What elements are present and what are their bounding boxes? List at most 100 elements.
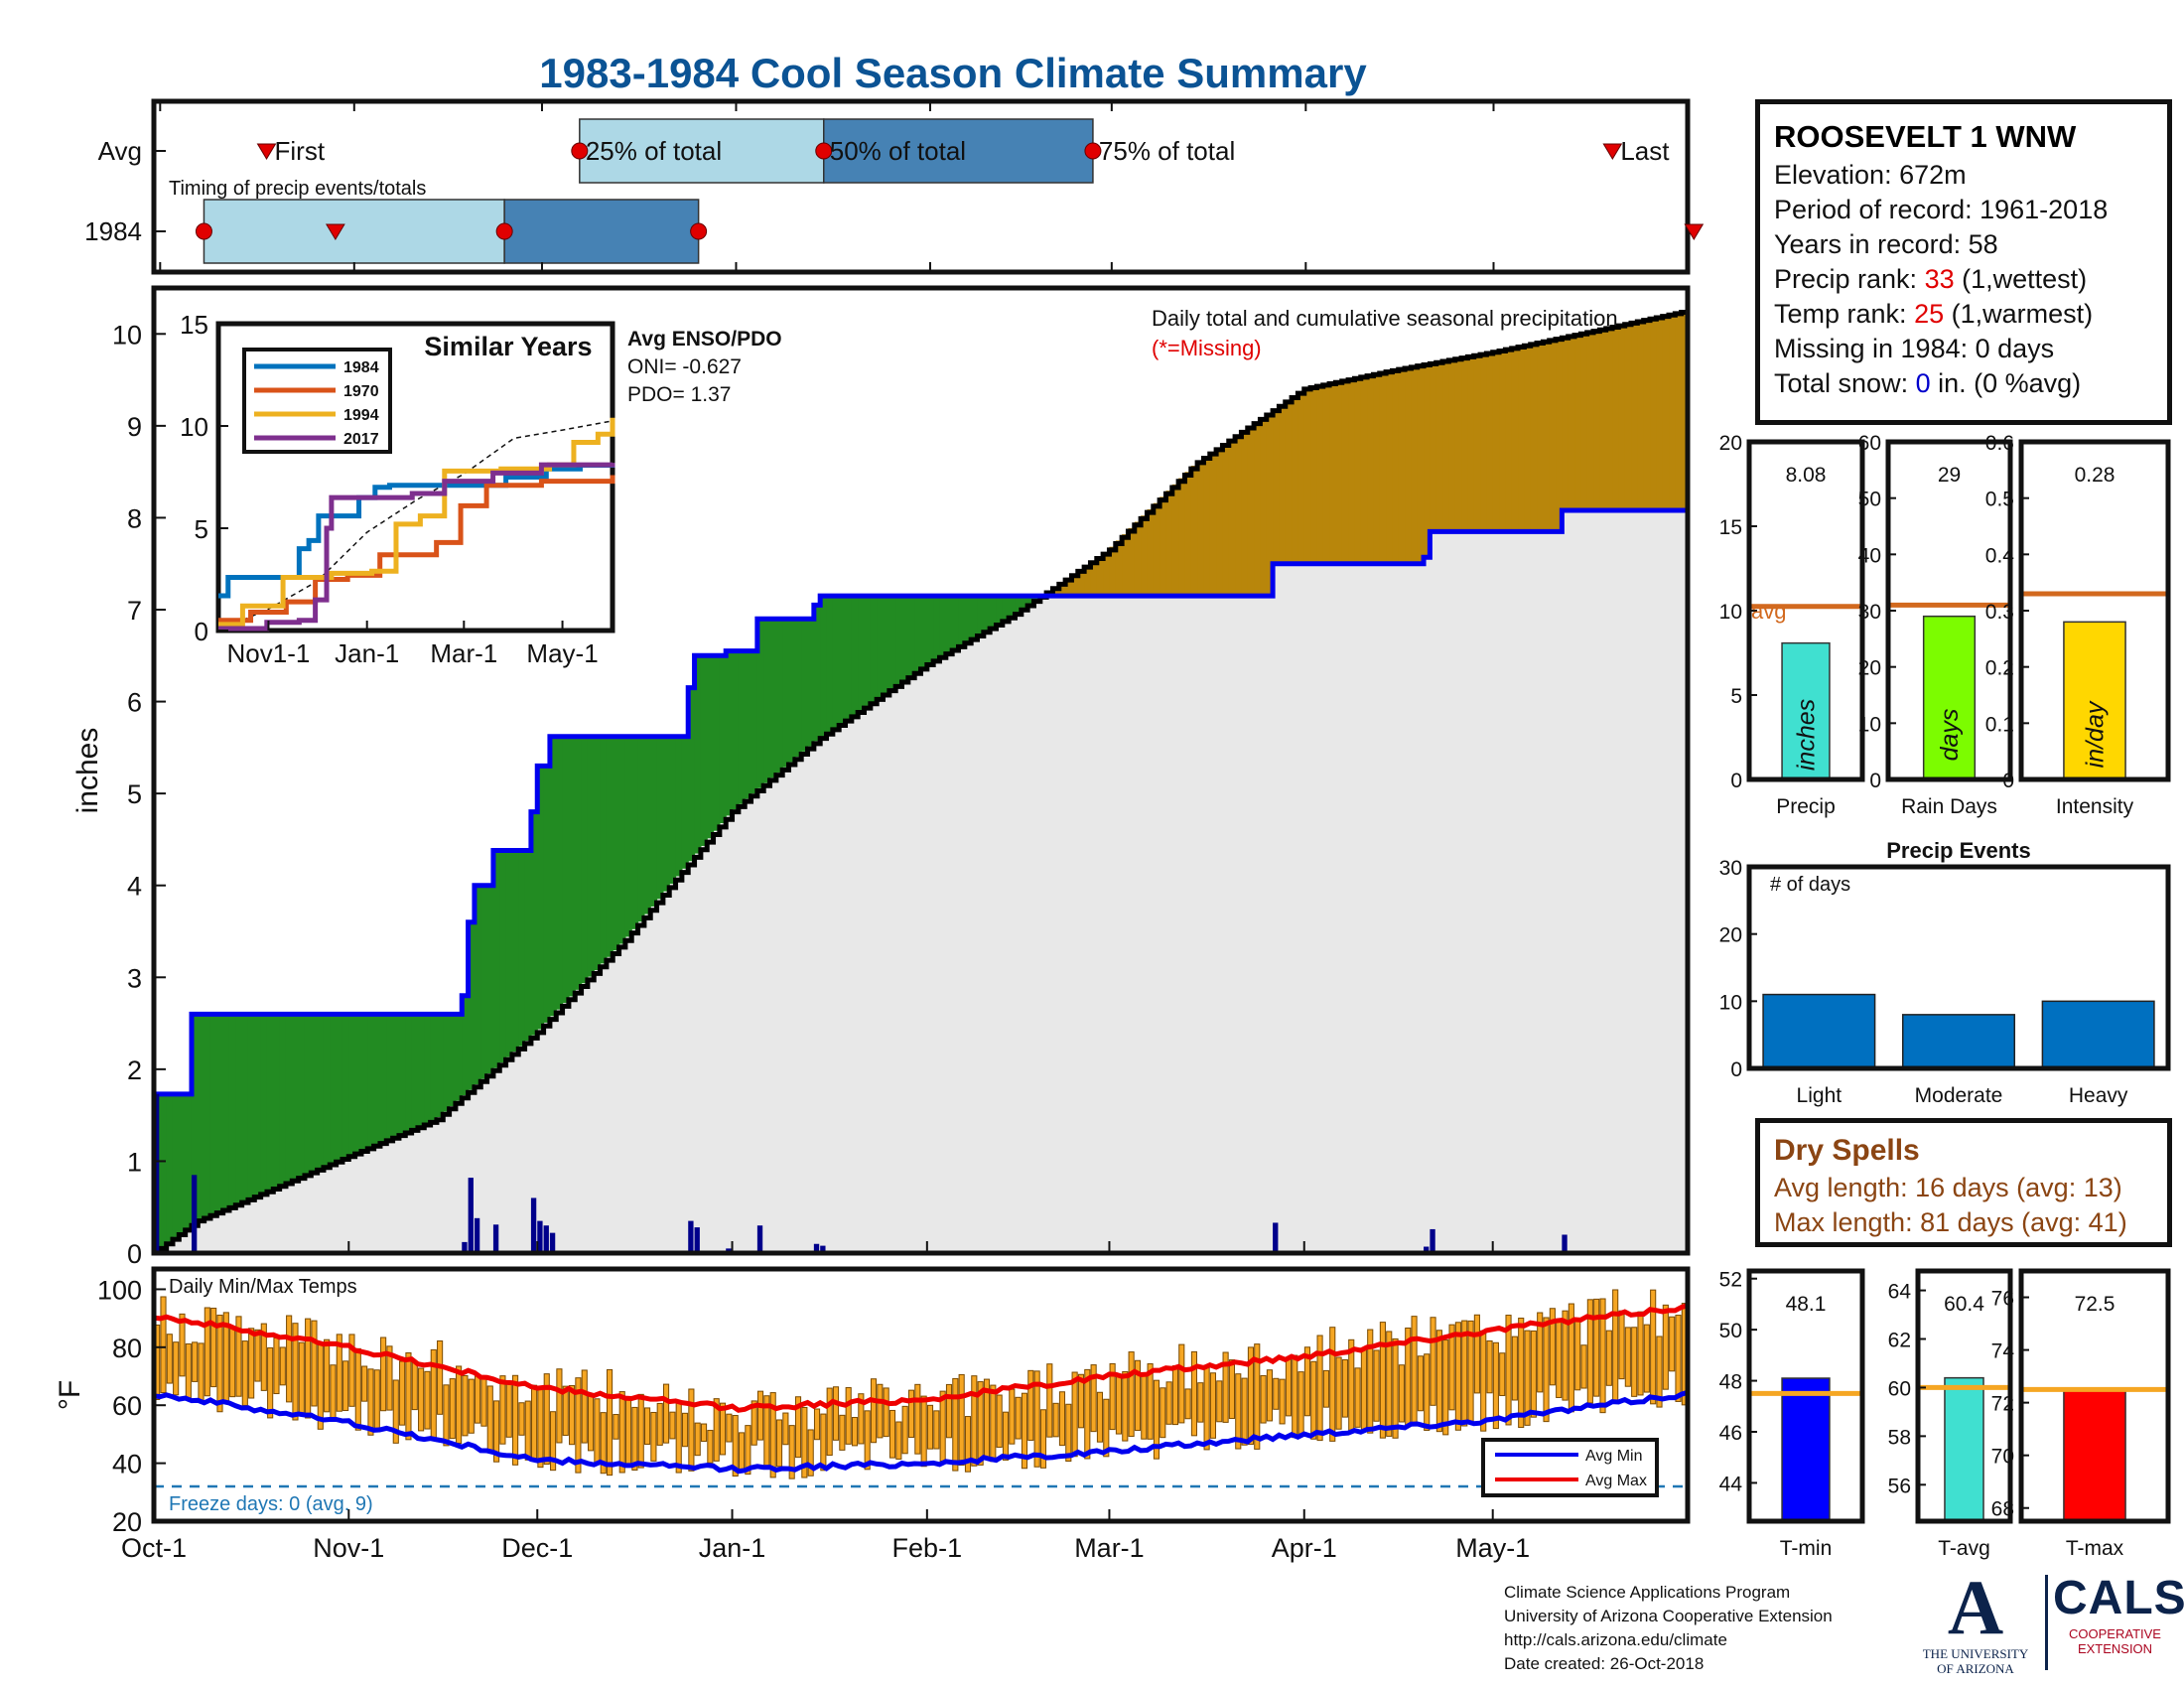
cum-deficit-bar	[1435, 361, 1443, 532]
panel-y-tick-label: 5	[1730, 685, 1742, 708]
cum-surplus-bar	[1021, 596, 1028, 609]
daily-temp-bar	[807, 1429, 814, 1477]
cum-surplus-bar	[436, 1014, 444, 1118]
cum-deficit-bar	[1467, 355, 1475, 532]
temps-y-tick-label: 60	[112, 1391, 142, 1421]
daily-temp-bar	[845, 1387, 852, 1445]
temps-y-tick-label: 20	[112, 1507, 142, 1537]
cum-surplus-bar	[260, 1014, 268, 1194]
daily-temp-bar	[486, 1385, 493, 1452]
panel-y-tick-label: 40	[1858, 544, 1881, 567]
cum-surplus-bar	[216, 1014, 224, 1212]
daily-temp-bar	[607, 1368, 614, 1477]
daily-temp-bar	[1077, 1373, 1085, 1429]
daily-temp-bar	[198, 1342, 205, 1401]
daily-temp-bar	[1122, 1370, 1129, 1442]
daily-temp-bar	[480, 1377, 487, 1427]
cum-deficit-bar	[1442, 360, 1449, 532]
daily-temp-bar	[185, 1342, 192, 1399]
daily-temp-bar	[1392, 1337, 1399, 1439]
cum-surplus-bar	[518, 850, 526, 1047]
cum-deficit-bar	[1216, 447, 1224, 597]
cum-deficit-bar	[1266, 412, 1274, 597]
temperature-bars: 44 46 48 50 52 48.1 T-min 56 58 60 62 64 60.4 T-avg68…	[1719, 1268, 2171, 1560]
cum-surplus-bar	[1015, 596, 1023, 613]
panel-y-tick-label: 50	[1858, 489, 1881, 511]
daily-temp-bar	[1128, 1351, 1135, 1438]
cum-surplus-bar	[480, 885, 488, 1079]
similar-y-tick-label: 0	[195, 617, 208, 646]
cum-deficit-bar	[1386, 370, 1393, 564]
cum-surplus-bar	[449, 1014, 457, 1107]
daily-temp-bar	[1543, 1317, 1550, 1423]
station-name: ROOSEVELT 1 WNW	[1774, 119, 2077, 154]
cum-y-tick-label: 9	[127, 412, 142, 442]
daily-temp-bar	[462, 1374, 469, 1437]
panel-category-label: T-avg	[1938, 1537, 1990, 1560]
cum-surplus-bar	[511, 850, 519, 1053]
panel-y-tick-label: 0.6	[1985, 432, 2014, 455]
daily-temp-bar	[298, 1341, 305, 1417]
panel-y-tick-label: 60	[1888, 1377, 1911, 1400]
daily-temp-bar	[1033, 1370, 1040, 1468]
precip-event-category: Moderate	[1915, 1084, 2003, 1107]
cum-deficit-bar	[1643, 319, 1651, 511]
timing-row-label: Avg	[98, 136, 142, 166]
daily-precip-bar	[1430, 1228, 1435, 1253]
daily-temp-bar	[1285, 1357, 1292, 1417]
similar-legend-label-1994: 1994	[343, 407, 379, 424]
avg-max-line	[153, 1303, 1689, 1413]
temps-title: Daily Min/Max Temps	[169, 1276, 357, 1298]
timing-bar-25-50	[579, 118, 825, 184]
cum-surplus-bar	[643, 736, 651, 914]
x-axis-date-label: Jan-1	[699, 1533, 766, 1563]
timing-chart: Avg First 25% of total 50% of total 75% of t…	[84, 98, 1705, 275]
daily-temp-bar	[1002, 1411, 1010, 1461]
cum-surplus-bar	[694, 655, 702, 854]
daily-precip-bar	[694, 1227, 700, 1253]
daily-temp-bar	[361, 1365, 368, 1402]
cum-surplus-bar	[738, 650, 746, 804]
daily-temp-bar	[1279, 1378, 1286, 1425]
cum-surplus-bar	[209, 1014, 217, 1214]
cum-deficit-bar	[1077, 569, 1085, 597]
cum-surplus-bar	[455, 1014, 463, 1101]
temps-y-tick-label: 100	[97, 1275, 142, 1305]
daily-temp-bar	[204, 1307, 210, 1397]
cum-deficit-bar	[1486, 352, 1494, 532]
cum-surplus-bar	[336, 1014, 343, 1161]
panel-avg-label: avg	[1751, 599, 1786, 624]
panel-value-label: 60.4	[1944, 1293, 1984, 1316]
daily-temp-bar	[531, 1384, 538, 1461]
temp-rank-suffix: (1,warmest)	[1944, 299, 2094, 329]
cum-1984-line	[154, 507, 1688, 1097]
daily-temp-bar	[1316, 1335, 1323, 1442]
precip-event-bar	[1762, 993, 1876, 1069]
panel-y-tick-label: 46	[1719, 1422, 1742, 1445]
daily-temp-bar	[662, 1383, 670, 1444]
cum-deficit-bar	[1499, 350, 1506, 532]
daily-temp-bar	[1090, 1364, 1097, 1433]
daily-temp-bar	[373, 1369, 380, 1433]
daily-temp-bar	[229, 1326, 236, 1398]
cum-surplus-bar	[700, 655, 708, 846]
daily-temp-bar	[1015, 1396, 1022, 1440]
daily-temp-bar	[1530, 1330, 1537, 1418]
cals-logo: CALS COOPERATIVE EXTENSION	[2053, 1571, 2184, 1656]
daily-temp-bar	[505, 1381, 512, 1438]
daily-temp-bar	[1297, 1371, 1304, 1435]
temps-y-label: °F	[54, 1380, 86, 1410]
timing-marker-75	[690, 222, 708, 240]
x-axis-date-label: Oct-1	[121, 1533, 187, 1563]
panel-y-tick-label: 10	[1858, 713, 1881, 736]
cum-y-tick-label: 7	[127, 596, 142, 626]
cum-surplus-bar	[901, 596, 909, 680]
dry-spells-box: Dry Spells Avg length: 16 days (avg: 13)…	[1755, 1118, 2172, 1247]
daily-temp-bar	[1203, 1366, 1210, 1451]
daily-temp-bar	[839, 1414, 846, 1451]
daily-temp-bar	[1669, 1316, 1676, 1372]
events-y-tick-label: 20	[1719, 924, 1742, 947]
cum-surplus-bar	[688, 687, 696, 862]
daily-temp-bar	[1499, 1352, 1506, 1396]
daily-temp-bar	[1650, 1289, 1657, 1405]
